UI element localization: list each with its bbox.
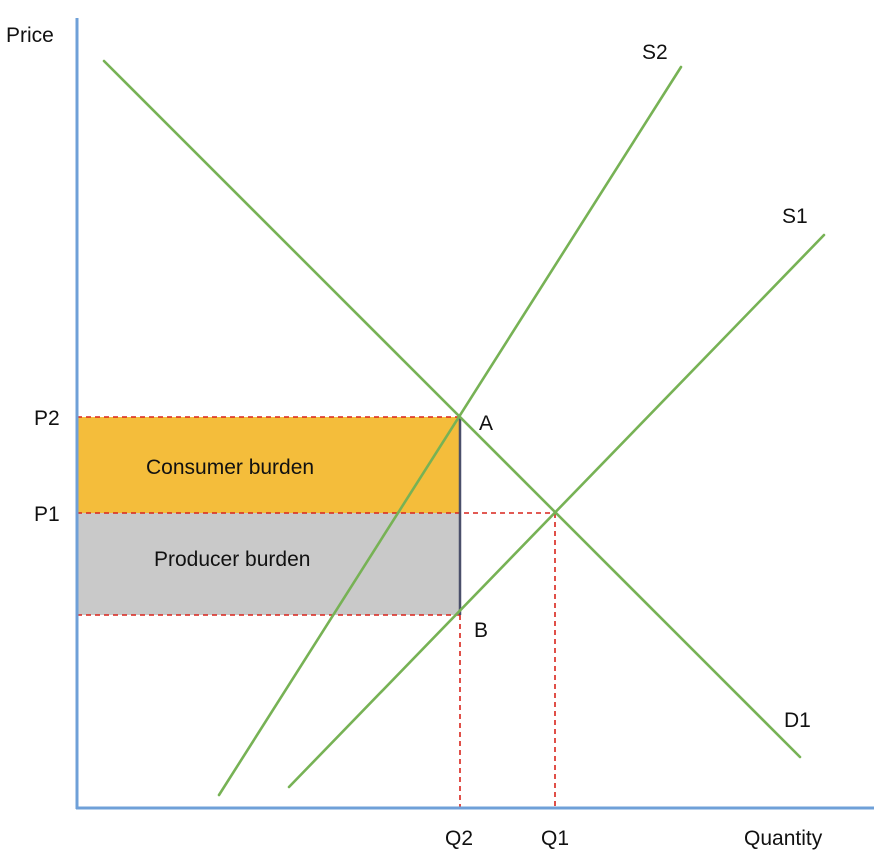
q2-label: Q2 — [445, 827, 473, 850]
y-axis-label: Price — [6, 24, 54, 47]
x-axis-label: Quantity — [744, 827, 823, 850]
supply-curve-s2 — [217, 65, 683, 797]
supply-curve-s1 — [287, 233, 826, 789]
curves — [102, 59, 826, 797]
axes — [75, 18, 874, 810]
consumer-burden-area — [77, 417, 460, 513]
d1-label: D1 — [784, 709, 811, 732]
point-a-label: A — [479, 412, 493, 435]
p1-label: P1 — [34, 503, 60, 526]
p2-label: P2 — [34, 407, 60, 430]
point-b-label: B — [474, 619, 488, 642]
producer-burden-area — [77, 513, 460, 615]
producer-burden-label: Producer burden — [154, 548, 310, 571]
demand-curve-d1 — [102, 59, 802, 759]
guide-lines — [77, 416, 556, 808]
q1-label: Q1 — [541, 827, 569, 850]
s1-label: S1 — [782, 205, 808, 228]
consumer-burden-label: Consumer burden — [146, 456, 314, 479]
s2-label: S2 — [642, 41, 668, 64]
